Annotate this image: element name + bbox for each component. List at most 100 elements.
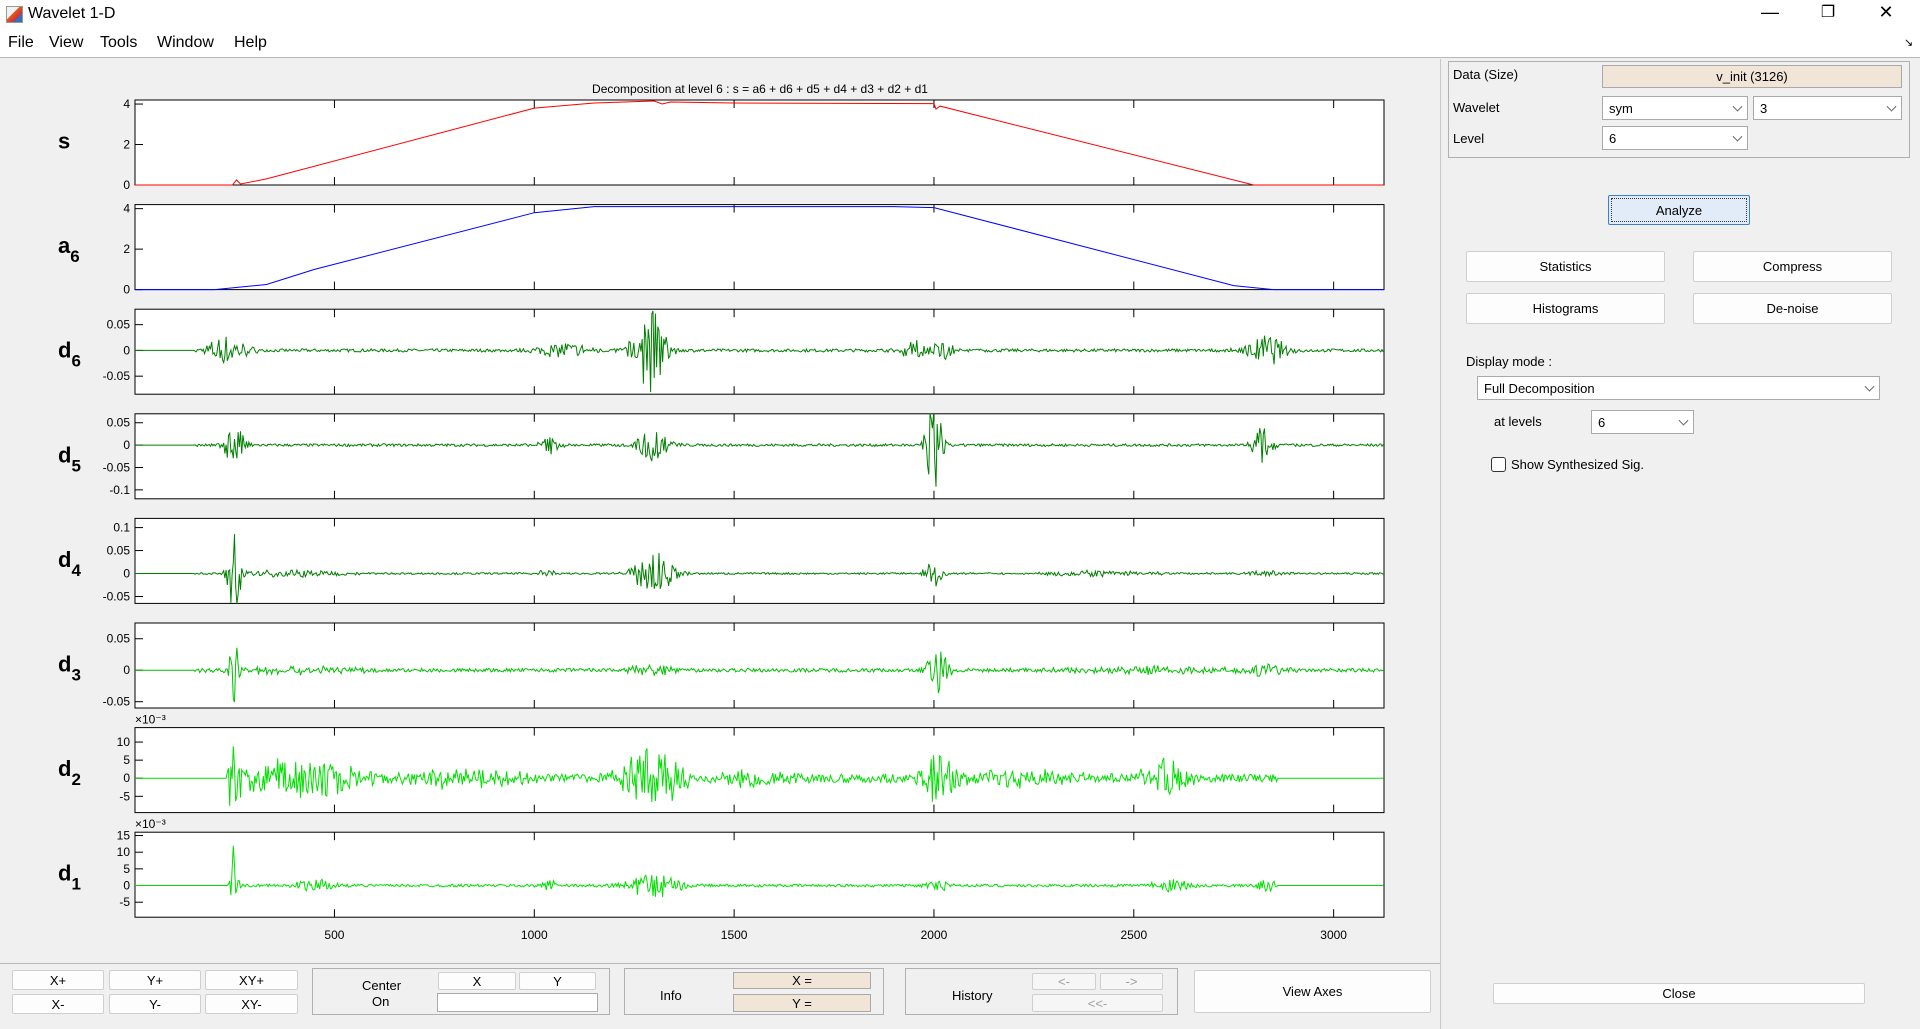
close-window-button[interactable]: ✕ <box>1878 2 1894 22</box>
window-title: Wavelet 1-D <box>28 5 116 22</box>
menu-window[interactable]: Window <box>157 34 214 51</box>
menu-bar: File View Tools Window Help ↘ <box>0 30 1920 58</box>
x-tick-label: 1000 <box>521 928 548 942</box>
y-tick-label: -5 <box>119 895 130 909</box>
close-button[interactable]: Close <box>1493 983 1865 1004</box>
axes-d6[interactable]: d6 0.05 0 -0.05 <box>58 308 1385 395</box>
panel-label: a6 <box>58 233 80 266</box>
matlab-logo-icon <box>6 6 23 23</box>
y-tick-label: 0 <box>123 283 130 297</box>
y-tick-label: 0.05 <box>107 416 131 430</box>
y-tick-label: 0.05 <box>107 544 131 558</box>
center-value-input[interactable] <box>437 993 598 1012</box>
axes-d3[interactable]: d3 0.05 0 -0.05 <box>58 622 1385 709</box>
y-tick-label: -0.05 <box>103 590 131 604</box>
at-levels-value: 6 <box>1598 414 1606 430</box>
info-y-field: Y = <box>733 994 871 1012</box>
info-group <box>624 968 884 1015</box>
x-tick-label: 500 <box>324 928 344 942</box>
series-line <box>135 413 1384 487</box>
y-tick-label: -5 <box>119 789 130 803</box>
y-tick-label: 0 <box>123 879 130 893</box>
axes-d5[interactable]: d5 0.05 0 -0.05 -0.1 <box>58 413 1385 500</box>
axes-box <box>134 831 1385 918</box>
wavelet-order-value: 3 <box>1760 100 1768 116</box>
show-synthesized-label: Show Synthesized Sig. <box>1511 457 1644 472</box>
axes-d2[interactable]: d2 10 5 0 -5 ×10⁻³ <box>58 713 1385 814</box>
data-settings-group <box>1448 61 1910 158</box>
center-x-button[interactable]: X <box>438 972 516 990</box>
y-tick-label: 0 <box>123 663 130 677</box>
show-synthesized-checkbox[interactable] <box>1491 457 1506 472</box>
y-tick-label: 10 <box>117 735 131 749</box>
right-panel-divider <box>1440 59 1441 1029</box>
minimize-button[interactable]: — <box>1761 2 1779 22</box>
display-mode-value: Full Decomposition <box>1484 380 1595 396</box>
series-line <box>135 100 1384 186</box>
data-size-label: Data (Size) <box>1453 67 1519 82</box>
axes-box <box>134 517 1385 604</box>
history-forward-button[interactable]: -> <box>1100 973 1163 990</box>
axes-box <box>134 204 1385 291</box>
y-tick-label: -0.05 <box>103 695 131 709</box>
histograms-button[interactable]: Histograms <box>1466 293 1665 324</box>
y-tick-label: 0.05 <box>107 318 131 332</box>
zoom-y-plus-button[interactable]: Y+ <box>109 970 201 990</box>
series-line <box>135 845 1384 898</box>
menu-file[interactable]: File <box>8 34 34 51</box>
y-tick-label: 0 <box>123 771 130 785</box>
center-label: Center <box>362 978 402 993</box>
y-tick-label: -0.1 <box>109 483 130 497</box>
menu-help[interactable]: Help <box>234 34 267 51</box>
panel-label: d5 <box>58 442 81 475</box>
analyze-button[interactable]: Analyze <box>1608 195 1750 225</box>
x-tick-label: 3000 <box>1320 928 1347 942</box>
axes-s[interactable]: s 0 2 4 <box>58 97 1385 192</box>
wavelet-order-select[interactable]: 3 <box>1753 96 1902 120</box>
wavelet-family-select[interactable]: sym <box>1602 96 1748 120</box>
history-label: History <box>952 988 993 1003</box>
statistics-button[interactable]: Statistics <box>1466 251 1665 282</box>
series-line <box>135 746 1384 806</box>
chevron-down-icon <box>1886 101 1897 112</box>
y-tick-label: 4 <box>123 202 130 216</box>
y-tick-label: -0.05 <box>103 460 131 474</box>
axes-d1[interactable]: d1 15 10 5 0 -5 ×10⁻³ <box>58 817 1385 918</box>
zoom-x-plus-button[interactable]: X+ <box>12 970 104 990</box>
dock-arrow-icon[interactable]: ↘ <box>1904 37 1914 49</box>
restore-button[interactable]: ❐ <box>1820 4 1836 21</box>
compress-button[interactable]: Compress <box>1693 251 1892 282</box>
panel-label: d6 <box>58 338 81 371</box>
axes-box <box>134 99 1385 186</box>
y-exponent: ×10⁻³ <box>135 817 166 831</box>
zoom-x-minus-button[interactable]: X- <box>12 994 104 1014</box>
axes-d4[interactable]: d4 0.1 0.05 0 -0.05 <box>58 517 1385 604</box>
axes-box <box>134 727 1385 814</box>
history-first-button[interactable]: <<- <box>1032 994 1163 1012</box>
history-back-button[interactable]: <- <box>1032 973 1096 990</box>
menu-view[interactable]: View <box>49 34 84 51</box>
at-levels-select[interactable]: 6 <box>1591 410 1694 434</box>
y-tick-label: 2 <box>123 138 130 152</box>
level-select[interactable]: 6 <box>1602 126 1748 150</box>
y-exponent: ×10⁻³ <box>135 713 166 727</box>
display-mode-select[interactable]: Full Decomposition <box>1477 376 1880 400</box>
chevron-down-icon <box>1864 381 1875 392</box>
axes-a6[interactable]: a6 0 2 4 <box>58 202 1385 297</box>
series-line <box>135 647 1384 703</box>
panel-label: d4 <box>58 547 81 580</box>
view-axes-button[interactable]: View Axes <box>1194 970 1431 1013</box>
series-line <box>135 206 1384 291</box>
panel-label: d1 <box>58 861 81 894</box>
zoom-xy-plus-button[interactable]: XY+ <box>205 970 298 990</box>
menu-tools[interactable]: Tools <box>100 34 138 51</box>
title-bar: Wavelet 1-D — ❐ ✕ <box>0 0 1920 30</box>
denoise-button[interactable]: De-noise <box>1693 293 1892 324</box>
y-tick-label: 0 <box>123 567 130 581</box>
center-y-button[interactable]: Y <box>519 972 596 990</box>
y-tick-label: 5 <box>123 753 130 767</box>
decomposition-plots: Decomposition at level 6 : s = a6 + d6 +… <box>58 82 1385 942</box>
zoom-xy-minus-button[interactable]: XY- <box>205 994 298 1014</box>
history-group <box>905 968 1178 1015</box>
zoom-y-minus-button[interactable]: Y- <box>109 994 201 1014</box>
